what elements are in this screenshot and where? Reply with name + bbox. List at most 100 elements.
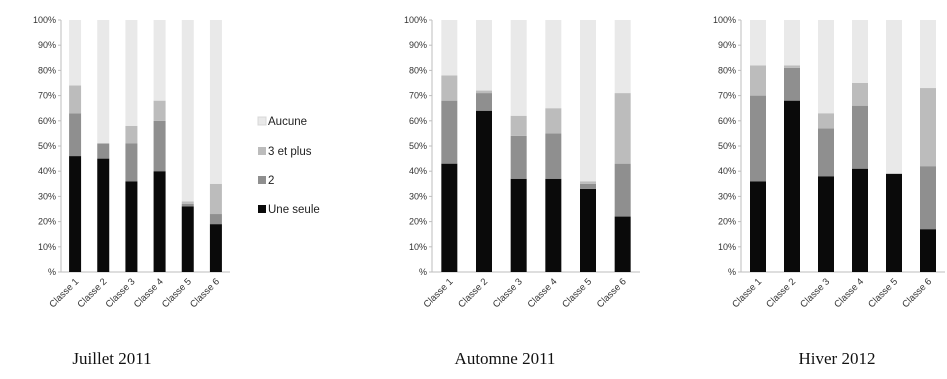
bar-segment-une-seule — [818, 176, 834, 272]
bar-segment-aucune — [920, 20, 936, 89]
category-label: Classe 2 — [75, 276, 109, 310]
bar-segment-3-et-plus — [818, 113, 834, 129]
category-label: Classe 4 — [832, 276, 866, 310]
bar-segment-3-et-plus — [750, 65, 766, 96]
bar-segment-aucune — [852, 20, 868, 83]
bar-segment-aucune — [125, 20, 138, 126]
panel-caption: Automne 2011 — [455, 349, 556, 368]
bar-segment-aucune — [614, 20, 631, 94]
y-tick-label: 70% — [38, 91, 56, 101]
bar-segment-une-seule — [920, 229, 936, 272]
y-tick-label: 100% — [404, 15, 427, 25]
category-label: Classe 2 — [764, 276, 798, 310]
category-label: Classe 1 — [422, 276, 456, 310]
bar-segment-une-seule — [125, 181, 138, 272]
bar-segment-3-et-plus — [209, 183, 222, 215]
bar-segment-2 — [750, 95, 766, 182]
bar-segment-3-et-plus — [125, 125, 138, 144]
bar-segment-aucune — [818, 20, 834, 114]
y-tick-label: 50% — [718, 141, 736, 151]
bar-segment-une-seule — [441, 163, 458, 272]
y-tick-label: 70% — [718, 91, 736, 101]
category-label: Classe 4 — [132, 276, 166, 310]
bar-segment-2 — [784, 67, 800, 101]
bar-segment-3-et-plus — [510, 115, 527, 136]
y-tick-label: 30% — [718, 191, 736, 201]
y-tick-label: 60% — [718, 116, 736, 126]
bar-segment-aucune — [69, 20, 82, 86]
bar-segment-3-et-plus — [476, 90, 492, 94]
y-tick-label: 30% — [38, 191, 56, 201]
y-tick-label: 50% — [409, 141, 427, 151]
bar-segment-aucune — [441, 20, 458, 76]
category-label: Classe 3 — [104, 276, 138, 310]
legend-swatch — [257, 116, 267, 126]
bar-segment-3-et-plus — [181, 201, 194, 204]
bar-segment-3-et-plus — [784, 65, 800, 68]
bar-segment-2 — [441, 100, 458, 164]
legend-label: Une seule — [268, 204, 320, 216]
bar-segment-une-seule — [580, 188, 596, 272]
bar-segment-aucune — [510, 20, 527, 116]
y-tick-label: 80% — [718, 65, 736, 75]
bar-segment-2 — [97, 143, 110, 159]
y-tick-label: 100% — [33, 15, 56, 25]
bar-segment-aucune — [97, 20, 110, 144]
bar-segment-une-seule — [784, 100, 800, 272]
y-tick-label: % — [728, 267, 736, 277]
bar-segment-2 — [181, 203, 194, 207]
y-tick-label: % — [48, 267, 56, 277]
legend-swatch — [258, 176, 266, 184]
legend-swatch — [258, 205, 266, 213]
legend: Aucune 3 et plus 2 Une seule — [257, 116, 320, 216]
bar-segment-aucune — [209, 20, 222, 184]
bar-segment-aucune — [886, 20, 902, 174]
y-tick-label: 70% — [409, 91, 427, 101]
category-label: Classe 4 — [526, 276, 560, 310]
y-tick-label: 80% — [409, 65, 427, 75]
category-label: Classe 1 — [47, 276, 81, 310]
category-label: Classe 5 — [866, 276, 900, 310]
bar-segment-aucune — [476, 20, 492, 91]
bar-segment-3-et-plus — [69, 85, 82, 114]
y-tick-label: 20% — [38, 217, 56, 227]
bar-segment-aucune — [580, 20, 596, 182]
y-tick-label: 20% — [409, 217, 427, 227]
bar-segment-3-et-plus — [153, 100, 166, 121]
category-label: Classe 3 — [491, 276, 525, 310]
bar-segment-2 — [510, 135, 527, 179]
category-label: Classe 6 — [188, 276, 222, 310]
bar-segment-3-et-plus — [852, 83, 868, 106]
y-tick-label: 80% — [38, 65, 56, 75]
y-tick-label: 10% — [409, 242, 427, 252]
y-tick-label: 90% — [718, 40, 736, 50]
category-label: Classe 5 — [560, 276, 594, 310]
bar-segment-une-seule — [97, 158, 110, 272]
y-tick-label: 90% — [409, 40, 427, 50]
bar-segment-aucune — [545, 20, 562, 109]
bar-segment-une-seule — [153, 171, 166, 272]
y-tick-label: 90% — [38, 40, 56, 50]
category-label: Classe 2 — [456, 276, 490, 310]
bar-segment-aucune — [181, 20, 194, 202]
category-label: Classe 6 — [900, 276, 934, 310]
panel-caption: Juillet 2011 — [72, 349, 151, 368]
y-tick-label: 20% — [718, 217, 736, 227]
category-label: Classe 6 — [595, 276, 629, 310]
bar-segment-3-et-plus — [441, 75, 458, 101]
bar-segment-3-et-plus — [545, 108, 562, 134]
chart-panel-3: % 10% 20% 30% 40% 50% 60% 70% 80% 90% 100% Classe 1… — [713, 15, 945, 368]
bar-segment-une-seule — [510, 178, 527, 272]
bar-segment-2 — [476, 93, 492, 111]
category-label: Classe 5 — [160, 276, 194, 310]
legend-label: 2 — [268, 175, 274, 187]
y-tick-label: 10% — [38, 242, 56, 252]
y-tick-label: 40% — [38, 166, 56, 176]
y-tick-label: % — [419, 267, 427, 277]
y-tick-label: 10% — [718, 242, 736, 252]
y-tick-label: 100% — [713, 15, 736, 25]
bar-segment-2 — [818, 128, 834, 177]
bar-segment-2 — [209, 214, 222, 225]
bar-segment-une-seule — [852, 168, 868, 272]
